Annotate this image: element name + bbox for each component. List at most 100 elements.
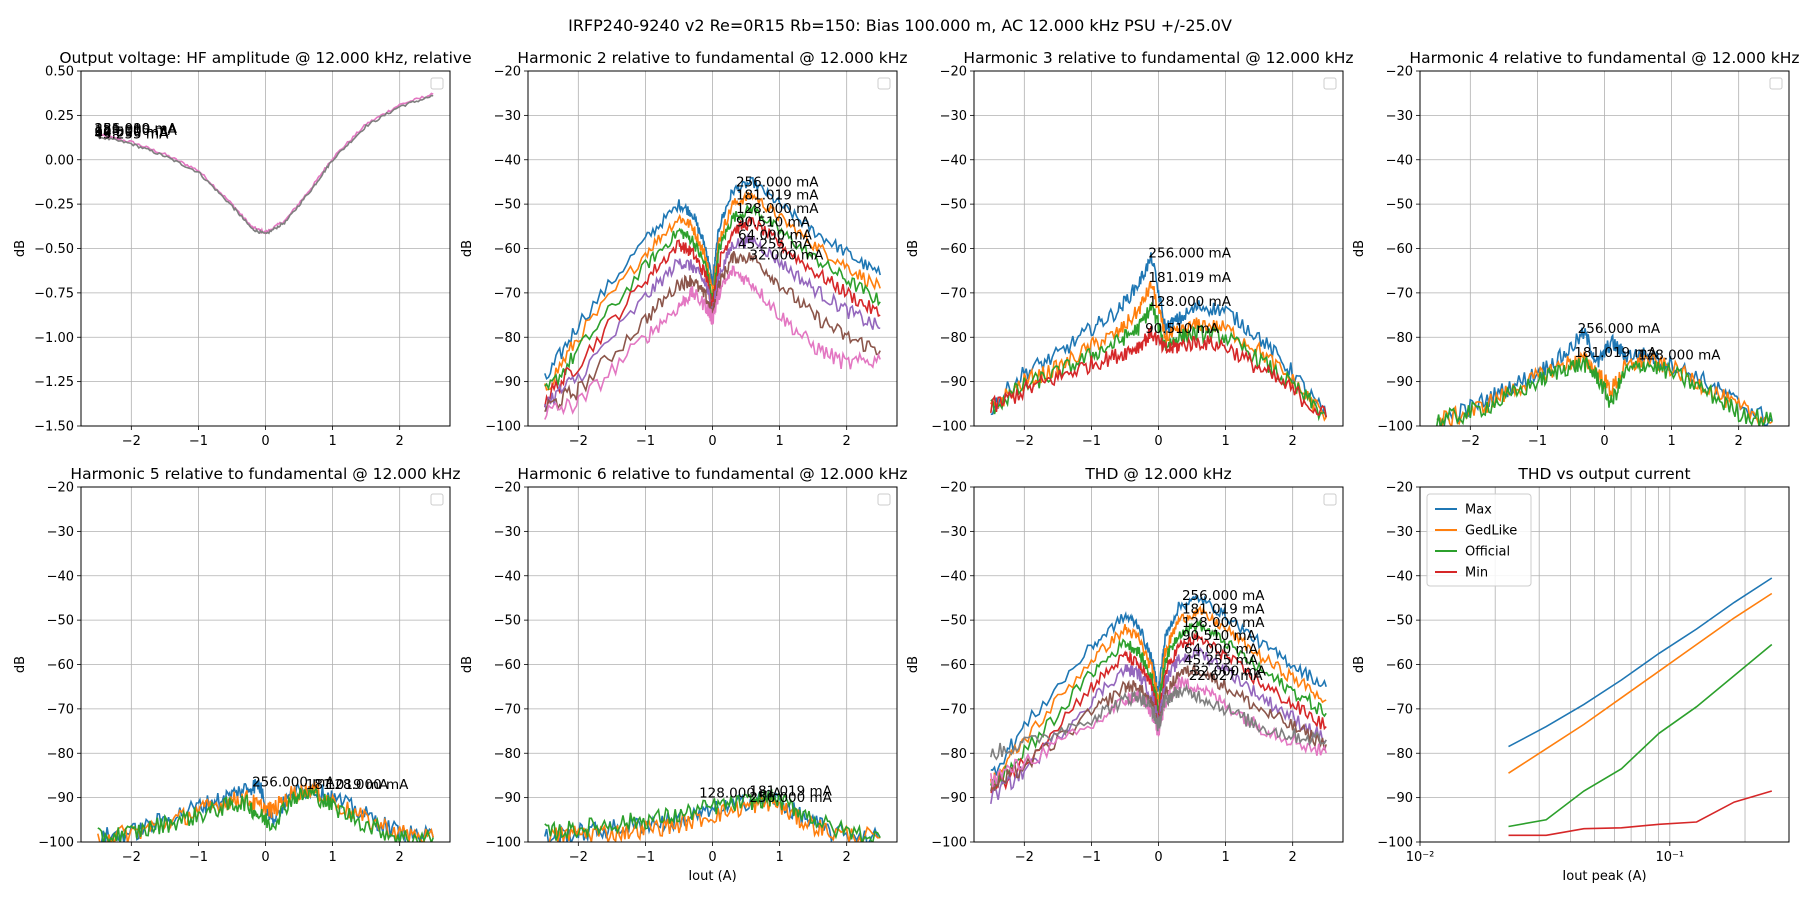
chart-title: Harmonic 6 relative to fundamental @ 12.… [517,465,907,483]
series-line-4 [990,645,1327,805]
curve-annotation: 256.000 mA [749,790,832,806]
y-tick-label: −40 [47,569,74,584]
y-tick-label: −60 [494,242,521,257]
series-line-6 [544,265,881,420]
y-tick-label: −60 [940,658,967,673]
legend-box [430,493,444,506]
legend-label: GedLike [1465,524,1517,539]
y-tick-label: −30 [47,525,74,540]
curve-annotation: 181.019 mA [1574,345,1657,361]
y-tick-label: −80 [494,331,521,346]
x-tick-label: 2 [1289,850,1297,865]
y-tick-label: −70 [1386,286,1413,301]
y-tick-label: −50 [940,614,967,629]
series-group [990,252,1327,422]
curve-annotation: 181.019 mA [94,121,177,137]
y-tick-label: −80 [494,747,521,762]
legend-box [877,493,891,506]
y-tick-label: −100 [1377,836,1413,851]
y-tick-label: −30 [494,525,521,540]
x-tick-label: −1 [1528,434,1547,449]
y-tick-label: −100 [485,420,521,435]
x-tick-label: 1 [1667,434,1675,449]
y-tick-label: −40 [1386,153,1413,168]
y-tick-label: −90 [47,791,74,806]
chart-title: Harmonic 4 relative to fundamental @ 12.… [1409,49,1799,67]
y-tick-label: −60 [1386,658,1413,673]
x-tick-label: 1 [1221,434,1229,449]
series-group [544,788,881,842]
x-tick-label: 2 [396,434,404,449]
y-tick-label: −60 [1386,242,1413,257]
curve-annotation: 256.000 mA [94,121,177,137]
chart-title: Harmonic 5 relative to fundamental @ 12.… [70,465,460,483]
series-group [97,92,434,236]
curve-annotation: 128.000 mA [1148,294,1231,310]
y-tick-label: −80 [940,747,967,762]
x-tick-label: −1 [1082,850,1101,865]
x-axis-label: Iout (A) [688,869,736,884]
curve-annotation: 90.510 mA [736,214,811,230]
y-tick-label: −30 [940,109,967,124]
y-tick-label: −20 [940,481,967,496]
curve-annotation: 64.000 mA [738,228,813,244]
x-tick-label: 0 [1600,434,1608,449]
x-tick-label: −2 [1015,850,1034,865]
chart-p8: 10⁻² 10⁻¹ −100 −90 −80 −70 −60 −50 −40 −30 −20 THD … [1352,465,1790,884]
x-axis-label: Iout peak (A) [1562,869,1646,884]
y-tick-label: −1.00 [34,331,74,346]
x-tick-label: 2 [1289,434,1297,449]
y-tick-label: 0.25 [45,109,74,124]
y-tick-label: −100 [1377,420,1413,435]
x-tick-label: 0 [1154,434,1162,449]
series-line-0 [990,594,1327,776]
y-tick-label: −50 [1386,614,1413,629]
y-tick-label: 0.50 [45,65,74,80]
series-line-official [1508,643,1773,828]
x-tick-label: −1 [189,850,208,865]
y-tick-label: −90 [494,791,521,806]
y-axis-label: dB [13,240,28,257]
chart-p3: −2 −1 0 1 2 −100 −90 −80 −70 −60 −50 −40 −30 −20Harmo… [906,49,1354,449]
x-tick-label: −2 [1015,434,1034,449]
y-tick-label: −40 [494,569,521,584]
curve-annotation: 32.000 mA [1192,664,1267,680]
series-line-7 [990,683,1327,761]
y-tick-label: −100 [931,420,967,435]
y-axis-label: dB [460,240,475,257]
chart-p5: −2 −1 0 1 2 −100 −90 −80 −70 −60 −50 −40 −30 −20Harmo… [13,465,461,865]
curve-annotation: 256.000 mA [252,775,335,791]
y-tick-label: −30 [1386,525,1413,540]
y-tick-label: −70 [494,286,521,301]
legend-box [1426,493,1532,587]
x-tick-label: 0 [1154,850,1162,865]
figure-suptitle: IRFP240-9240 v2 Re=0R15 Rb=150: Bias 100… [568,16,1232,35]
y-tick-label: −40 [494,153,521,168]
x-tick-label: 2 [843,434,851,449]
y-tick-label: −0.75 [34,286,74,301]
y-tick-label: −50 [1386,198,1413,213]
curve-annotation: 181.019 mA [1148,270,1231,286]
curve-annotation: 45.255 mA [1184,653,1259,669]
y-tick-label: −40 [940,153,967,168]
chart-title: Harmonic 2 relative to fundamental @ 12.… [517,49,907,67]
chart-p7: −2 −1 0 1 2 −100 −90 −80 −70 −60 −50 −40 −30 −20 THD @… [906,465,1344,865]
series-line-gedlike [1508,592,1773,774]
series-line-2 [990,620,1327,789]
x-tick-label: 0 [708,850,716,865]
y-tick-label: −30 [494,109,521,124]
curve-annotation: 256.000 mA [1148,245,1231,261]
y-tick-label: −30 [1386,109,1413,124]
curve-annotation: 90.510 mA [1182,628,1257,644]
x-tick-label: 0 [261,434,269,449]
y-tick-label: −20 [47,481,74,496]
curve-annotation: 45.255 mA [738,237,813,253]
series-line-3 [990,325,1327,418]
series-line-2 [544,203,881,391]
legend-label: Max [1465,503,1492,518]
x-tick-label: 10⁻² [1406,850,1435,865]
y-tick-label: −70 [1386,702,1413,717]
y-axis-label: dB [1352,240,1367,257]
series-line-1 [97,94,434,235]
